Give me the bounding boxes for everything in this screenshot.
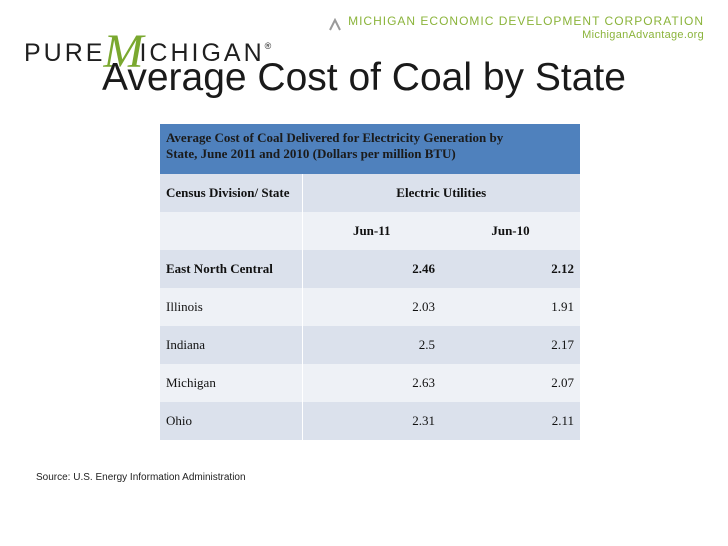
table-row: East North Central 2.46 2.12 bbox=[160, 250, 580, 288]
row-jun11-value: 2.63 bbox=[302, 364, 441, 402]
row-jun11-value: 2.31 bbox=[302, 402, 441, 440]
medc-mark-icon bbox=[329, 18, 341, 31]
table-caption: Average Cost of Coal Delivered for Elect… bbox=[160, 124, 580, 174]
slide-title: Average Cost of Coal by State bbox=[102, 56, 626, 99]
medc-site-link[interactable]: MichiganAdvantage.org bbox=[582, 29, 704, 41]
logo-text-pure: PURE bbox=[24, 39, 106, 67]
table-row: Indiana 2.5 2.17 bbox=[160, 326, 580, 364]
column-header-jun11: Jun-11 bbox=[302, 212, 441, 250]
column-header-division: Census Division/ State bbox=[160, 174, 303, 212]
table-header-row: Census Division/ State Electric Utilitie… bbox=[160, 174, 580, 212]
table-row: Illinois 2.03 1.91 bbox=[160, 288, 580, 326]
row-state: Indiana bbox=[160, 326, 303, 364]
column-header-group: Electric Utilities bbox=[302, 174, 580, 212]
row-jun10-value: 2.17 bbox=[441, 326, 580, 364]
column-header-jun10: Jun-10 bbox=[441, 212, 580, 250]
row-jun11-value: 2.46 bbox=[302, 250, 441, 288]
row-state: Michigan bbox=[160, 364, 303, 402]
row-jun11-value: 2.03 bbox=[302, 288, 441, 326]
row-jun10-value: 2.07 bbox=[441, 364, 580, 402]
table-caption-row: Average Cost of Coal Delivered for Elect… bbox=[160, 124, 580, 174]
row-jun10-value: 2.11 bbox=[441, 402, 580, 440]
row-state: East North Central bbox=[160, 250, 303, 288]
medc-logo: MICHIGAN ECONOMIC DEVELOPMENT CORPORATIO… bbox=[329, 14, 704, 41]
row-state: Illinois bbox=[160, 288, 303, 326]
medc-org-name: MICHIGAN ECONOMIC DEVELOPMENT CORPORATIO… bbox=[348, 14, 704, 28]
coal-cost-table: Average Cost of Coal Delivered for Elect… bbox=[160, 124, 580, 440]
row-state: Ohio bbox=[160, 402, 303, 440]
pure-michigan-logo: PUREMICHIGAN® bbox=[24, 18, 272, 78]
row-jun10-value: 1.91 bbox=[441, 288, 580, 326]
table-row: Ohio 2.31 2.11 bbox=[160, 402, 580, 440]
row-jun10-value: 2.12 bbox=[441, 250, 580, 288]
empty-header-cell bbox=[160, 212, 303, 250]
table-subheader-row: Jun-11 Jun-10 bbox=[160, 212, 580, 250]
logo-text-ichigan: ICHIGAN bbox=[139, 39, 265, 67]
table-caption-line-1: Average Cost of Coal Delivered for Elect… bbox=[166, 130, 504, 145]
table-row: Michigan 2.63 2.07 bbox=[160, 364, 580, 402]
source-note: Source: U.S. Energy Information Administ… bbox=[36, 472, 246, 483]
row-jun11-value: 2.5 bbox=[302, 326, 441, 364]
logo-m-glyph: M bbox=[103, 25, 144, 78]
table-caption-line-2: State, June 2011 and 2010 (Dollars per m… bbox=[166, 146, 456, 161]
logo-registered-mark: ® bbox=[264, 41, 272, 51]
